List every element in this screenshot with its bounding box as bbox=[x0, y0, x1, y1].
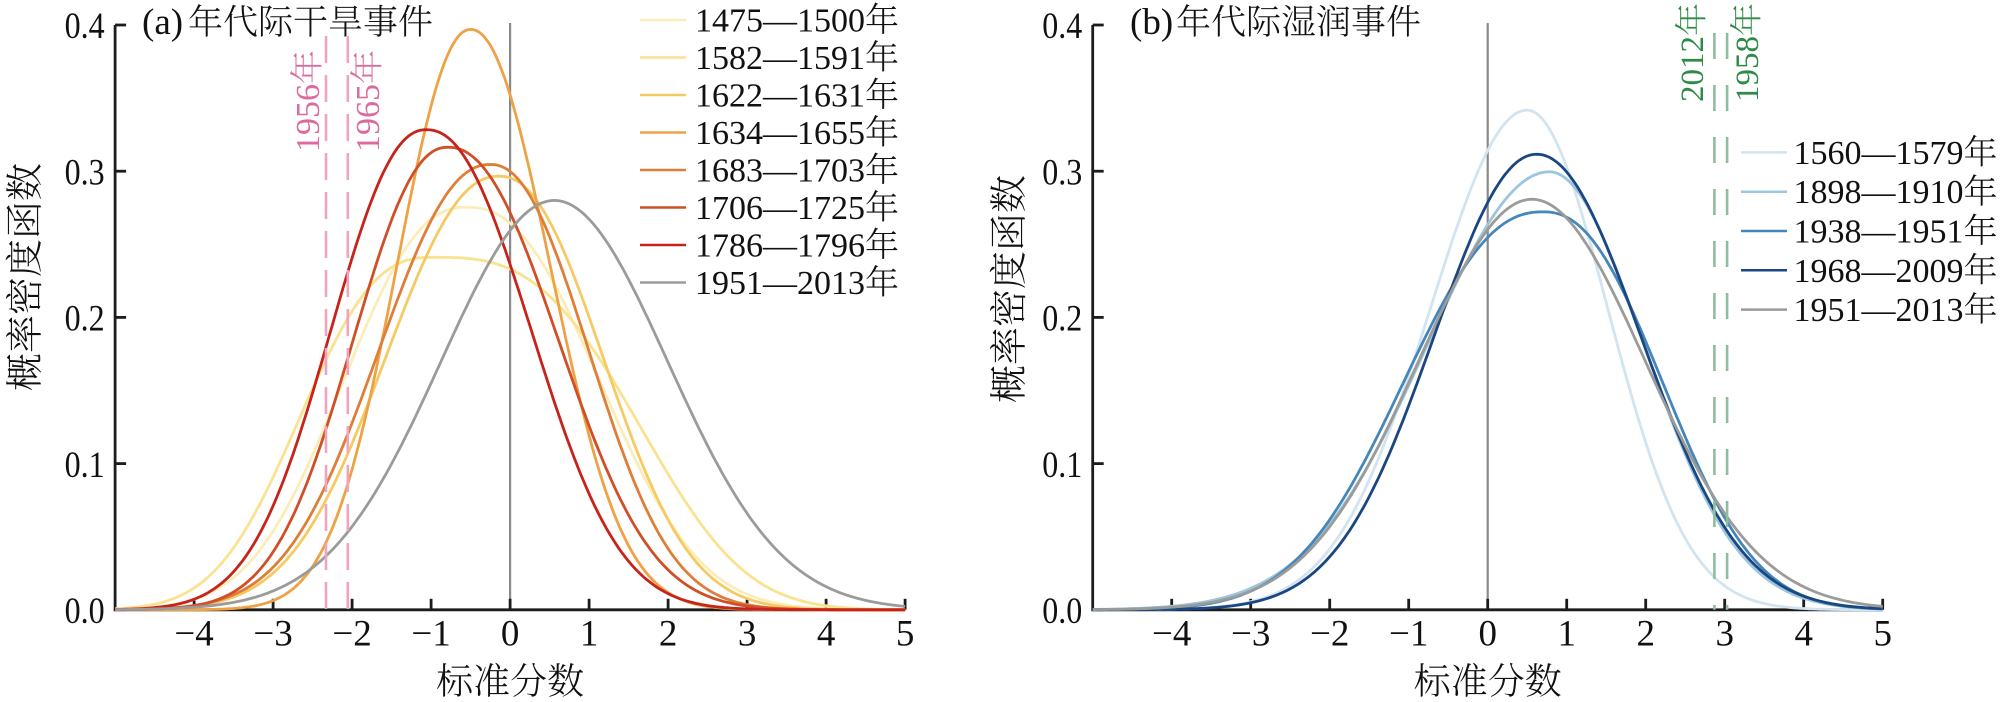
svg-text:1951—2013: 1951—2013 bbox=[1794, 292, 1964, 329]
svg-text:2: 2 bbox=[659, 614, 678, 655]
svg-text:1622—1631: 1622—1631 bbox=[695, 78, 865, 115]
svg-text:1956: 1956 bbox=[290, 84, 327, 152]
svg-text:−1: −1 bbox=[1389, 614, 1428, 655]
svg-text:1: 1 bbox=[580, 614, 599, 655]
svg-text:0.4: 0.4 bbox=[1042, 6, 1082, 47]
svg-text:5: 5 bbox=[1874, 614, 1893, 655]
svg-text:3: 3 bbox=[1716, 614, 1735, 655]
svg-text:1634—1655: 1634—1655 bbox=[695, 115, 865, 152]
svg-text:2012: 2012 bbox=[1675, 36, 1711, 102]
svg-text:2: 2 bbox=[1637, 614, 1656, 655]
svg-text:1898—1910: 1898—1910 bbox=[1794, 174, 1964, 211]
svg-text:0.0: 0.0 bbox=[65, 591, 105, 632]
svg-text:−1: −1 bbox=[411, 614, 450, 655]
svg-text:0: 0 bbox=[501, 614, 520, 655]
svg-text:1706—1725: 1706—1725 bbox=[695, 190, 865, 227]
svg-text:−3: −3 bbox=[253, 614, 292, 655]
svg-text:1560—1579: 1560—1579 bbox=[1794, 135, 1964, 172]
svg-text:−3: −3 bbox=[1231, 614, 1270, 655]
svg-text:(b): (b) bbox=[1130, 2, 1173, 43]
svg-text:1582—1591: 1582—1591 bbox=[695, 40, 865, 77]
svg-text:−2: −2 bbox=[1310, 614, 1349, 655]
svg-text:0.1: 0.1 bbox=[1042, 445, 1082, 486]
svg-text:−4: −4 bbox=[1152, 614, 1191, 655]
svg-text:1938—1951: 1938—1951 bbox=[1794, 214, 1964, 251]
svg-text:1475—1500: 1475—1500 bbox=[695, 3, 865, 40]
svg-text:0.4: 0.4 bbox=[65, 6, 105, 47]
svg-text:0.2: 0.2 bbox=[1042, 299, 1082, 340]
svg-text:(a): (a) bbox=[142, 2, 183, 43]
svg-text:0.3: 0.3 bbox=[1042, 152, 1082, 193]
svg-text:1: 1 bbox=[1558, 614, 1577, 655]
svg-text:4: 4 bbox=[1795, 614, 1814, 655]
svg-text:4: 4 bbox=[817, 614, 836, 655]
svg-text:1683—1703: 1683—1703 bbox=[695, 153, 865, 190]
svg-text:0.1: 0.1 bbox=[65, 445, 105, 486]
svg-text:1951—2013: 1951—2013 bbox=[695, 265, 865, 302]
svg-text:1965: 1965 bbox=[350, 84, 387, 152]
svg-text:1958: 1958 bbox=[1730, 36, 1766, 102]
svg-text:−4: −4 bbox=[174, 614, 213, 655]
svg-text:1786—1796: 1786—1796 bbox=[695, 228, 865, 265]
svg-text:0.3: 0.3 bbox=[65, 152, 105, 193]
svg-text:3: 3 bbox=[738, 614, 757, 655]
svg-text:0.2: 0.2 bbox=[65, 299, 105, 340]
svg-text:5: 5 bbox=[896, 614, 915, 655]
svg-text:−2: −2 bbox=[332, 614, 371, 655]
svg-text:0.0: 0.0 bbox=[1042, 591, 1082, 632]
svg-text:0: 0 bbox=[1479, 614, 1498, 655]
svg-text:1968—2009: 1968—2009 bbox=[1794, 253, 1964, 290]
